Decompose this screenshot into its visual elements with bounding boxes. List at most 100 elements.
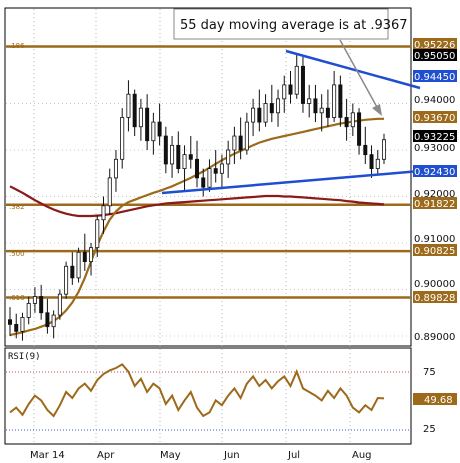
label-bg-91822 [413, 197, 457, 209]
candle-body [219, 163, 224, 174]
rsi-label-value: 49.68 [424, 395, 453, 406]
candle-body [381, 139, 386, 160]
fib-label-382: .382 [9, 203, 25, 211]
candle-body [375, 158, 380, 170]
candle-body [170, 144, 175, 165]
time-axis-labels: Mar 14 Apr May Jun Jul Aug [30, 450, 372, 461]
price-label-95050: 0.95050 [414, 51, 455, 62]
price-label-95226: 0.95226 [414, 40, 455, 51]
candle-body [300, 65, 305, 104]
candle-body [176, 144, 181, 170]
rsi-label-25: 25 [423, 424, 436, 435]
price-label-93670: 0.93670 [414, 113, 455, 124]
candle-body [344, 117, 349, 128]
price-label-94000: 0.94000 [414, 95, 455, 106]
x-label-may: May [160, 450, 181, 461]
price-label-94450: 0.94450 [414, 72, 455, 83]
candle-body [132, 93, 137, 128]
candle-body [369, 154, 374, 169]
price-label-93225: 0.93225 [414, 132, 455, 143]
candle-body [20, 316, 25, 332]
candle-body [357, 112, 362, 146]
candle-body [95, 219, 100, 249]
candle-body [32, 296, 37, 304]
price-gridlines [6, 103, 410, 337]
candle-body [157, 121, 162, 137]
candle-body [201, 177, 206, 188]
annotation-box [173, 8, 389, 40]
candle-body [26, 303, 31, 318]
candle-body [350, 112, 355, 128]
candle-body [307, 98, 312, 104]
candle-body [332, 84, 337, 118]
annotation-arrowhead [372, 104, 382, 116]
candle-body [145, 107, 150, 142]
annotation-arrow [339, 39, 379, 110]
trendline-lower [161, 169, 421, 195]
candle-body [338, 84, 343, 118]
price-label-89000: 0.89000 [414, 332, 455, 343]
candle-body [232, 135, 237, 151]
candle-body [14, 323, 19, 332]
price-label-89828: 0.89828 [414, 293, 455, 304]
candle-body [57, 293, 62, 316]
candle-body [45, 312, 50, 328]
candle-body [89, 247, 94, 262]
price-label-91000: 0.91000 [414, 234, 455, 245]
candle-body [101, 205, 106, 221]
fib-labels: .186 .382 .500 .618 [9, 42, 25, 302]
x-label-aug: Aug [352, 450, 372, 461]
candle-body [257, 107, 262, 123]
label-bg-92430 [413, 165, 457, 177]
candle-body [82, 251, 87, 263]
candle-body [182, 154, 187, 169]
candle-body [7, 319, 12, 325]
candle-body [288, 84, 293, 95]
x-label-apr: Apr [97, 450, 115, 461]
label-bg-93670 [413, 111, 457, 123]
candle-body [107, 177, 112, 207]
candle-body [282, 84, 287, 100]
label-bg-90825 [413, 244, 457, 256]
candle-body [194, 158, 199, 179]
price-candles [7, 54, 386, 341]
price-label-93000: 0.93000 [414, 143, 455, 154]
candle-body [263, 103, 268, 123]
candle-body [70, 265, 75, 279]
trendline-upper [285, 49, 421, 90]
candle-body [294, 65, 299, 95]
fib-label-618: .618 [9, 294, 25, 302]
candle-body [207, 168, 212, 188]
label-bg-89828 [413, 291, 457, 303]
annotation-text: 55 day moving average is at .9367 [180, 18, 408, 33]
candle-body [325, 107, 330, 118]
price-label-90000: 0.90000 [414, 279, 455, 290]
rsi-label-bg [413, 393, 457, 405]
x-label-jul: Jul [287, 450, 300, 461]
label-bg-94450 [413, 70, 457, 82]
x-label-mar14: Mar 14 [30, 450, 65, 461]
candle-body [126, 93, 131, 118]
candle-body [51, 314, 56, 328]
candle-body [244, 121, 249, 151]
price-label-92430: 0.92430 [414, 167, 455, 178]
price-axis-labels: 0.95226 0.95050 0.94450 0.94000 0.93670 … [413, 38, 457, 343]
price-label-91822: 0.91822 [414, 199, 455, 210]
candle-body [251, 107, 256, 123]
rsi-line [9, 363, 385, 418]
candle-body [64, 265, 69, 295]
fib-label-500: .500 [9, 250, 25, 258]
price-label-92000: 0.92000 [414, 189, 455, 200]
candle-body [76, 251, 81, 279]
label-bg-95226 [413, 38, 457, 50]
candle-body [276, 98, 281, 114]
label-bg-93225 [413, 130, 457, 142]
candle-body [319, 107, 324, 114]
candle-body [163, 135, 168, 165]
candle-body [226, 149, 231, 165]
candle-body [151, 121, 156, 142]
candle-body [363, 144, 368, 156]
candle-body [138, 107, 143, 128]
candle-body [238, 135, 243, 151]
